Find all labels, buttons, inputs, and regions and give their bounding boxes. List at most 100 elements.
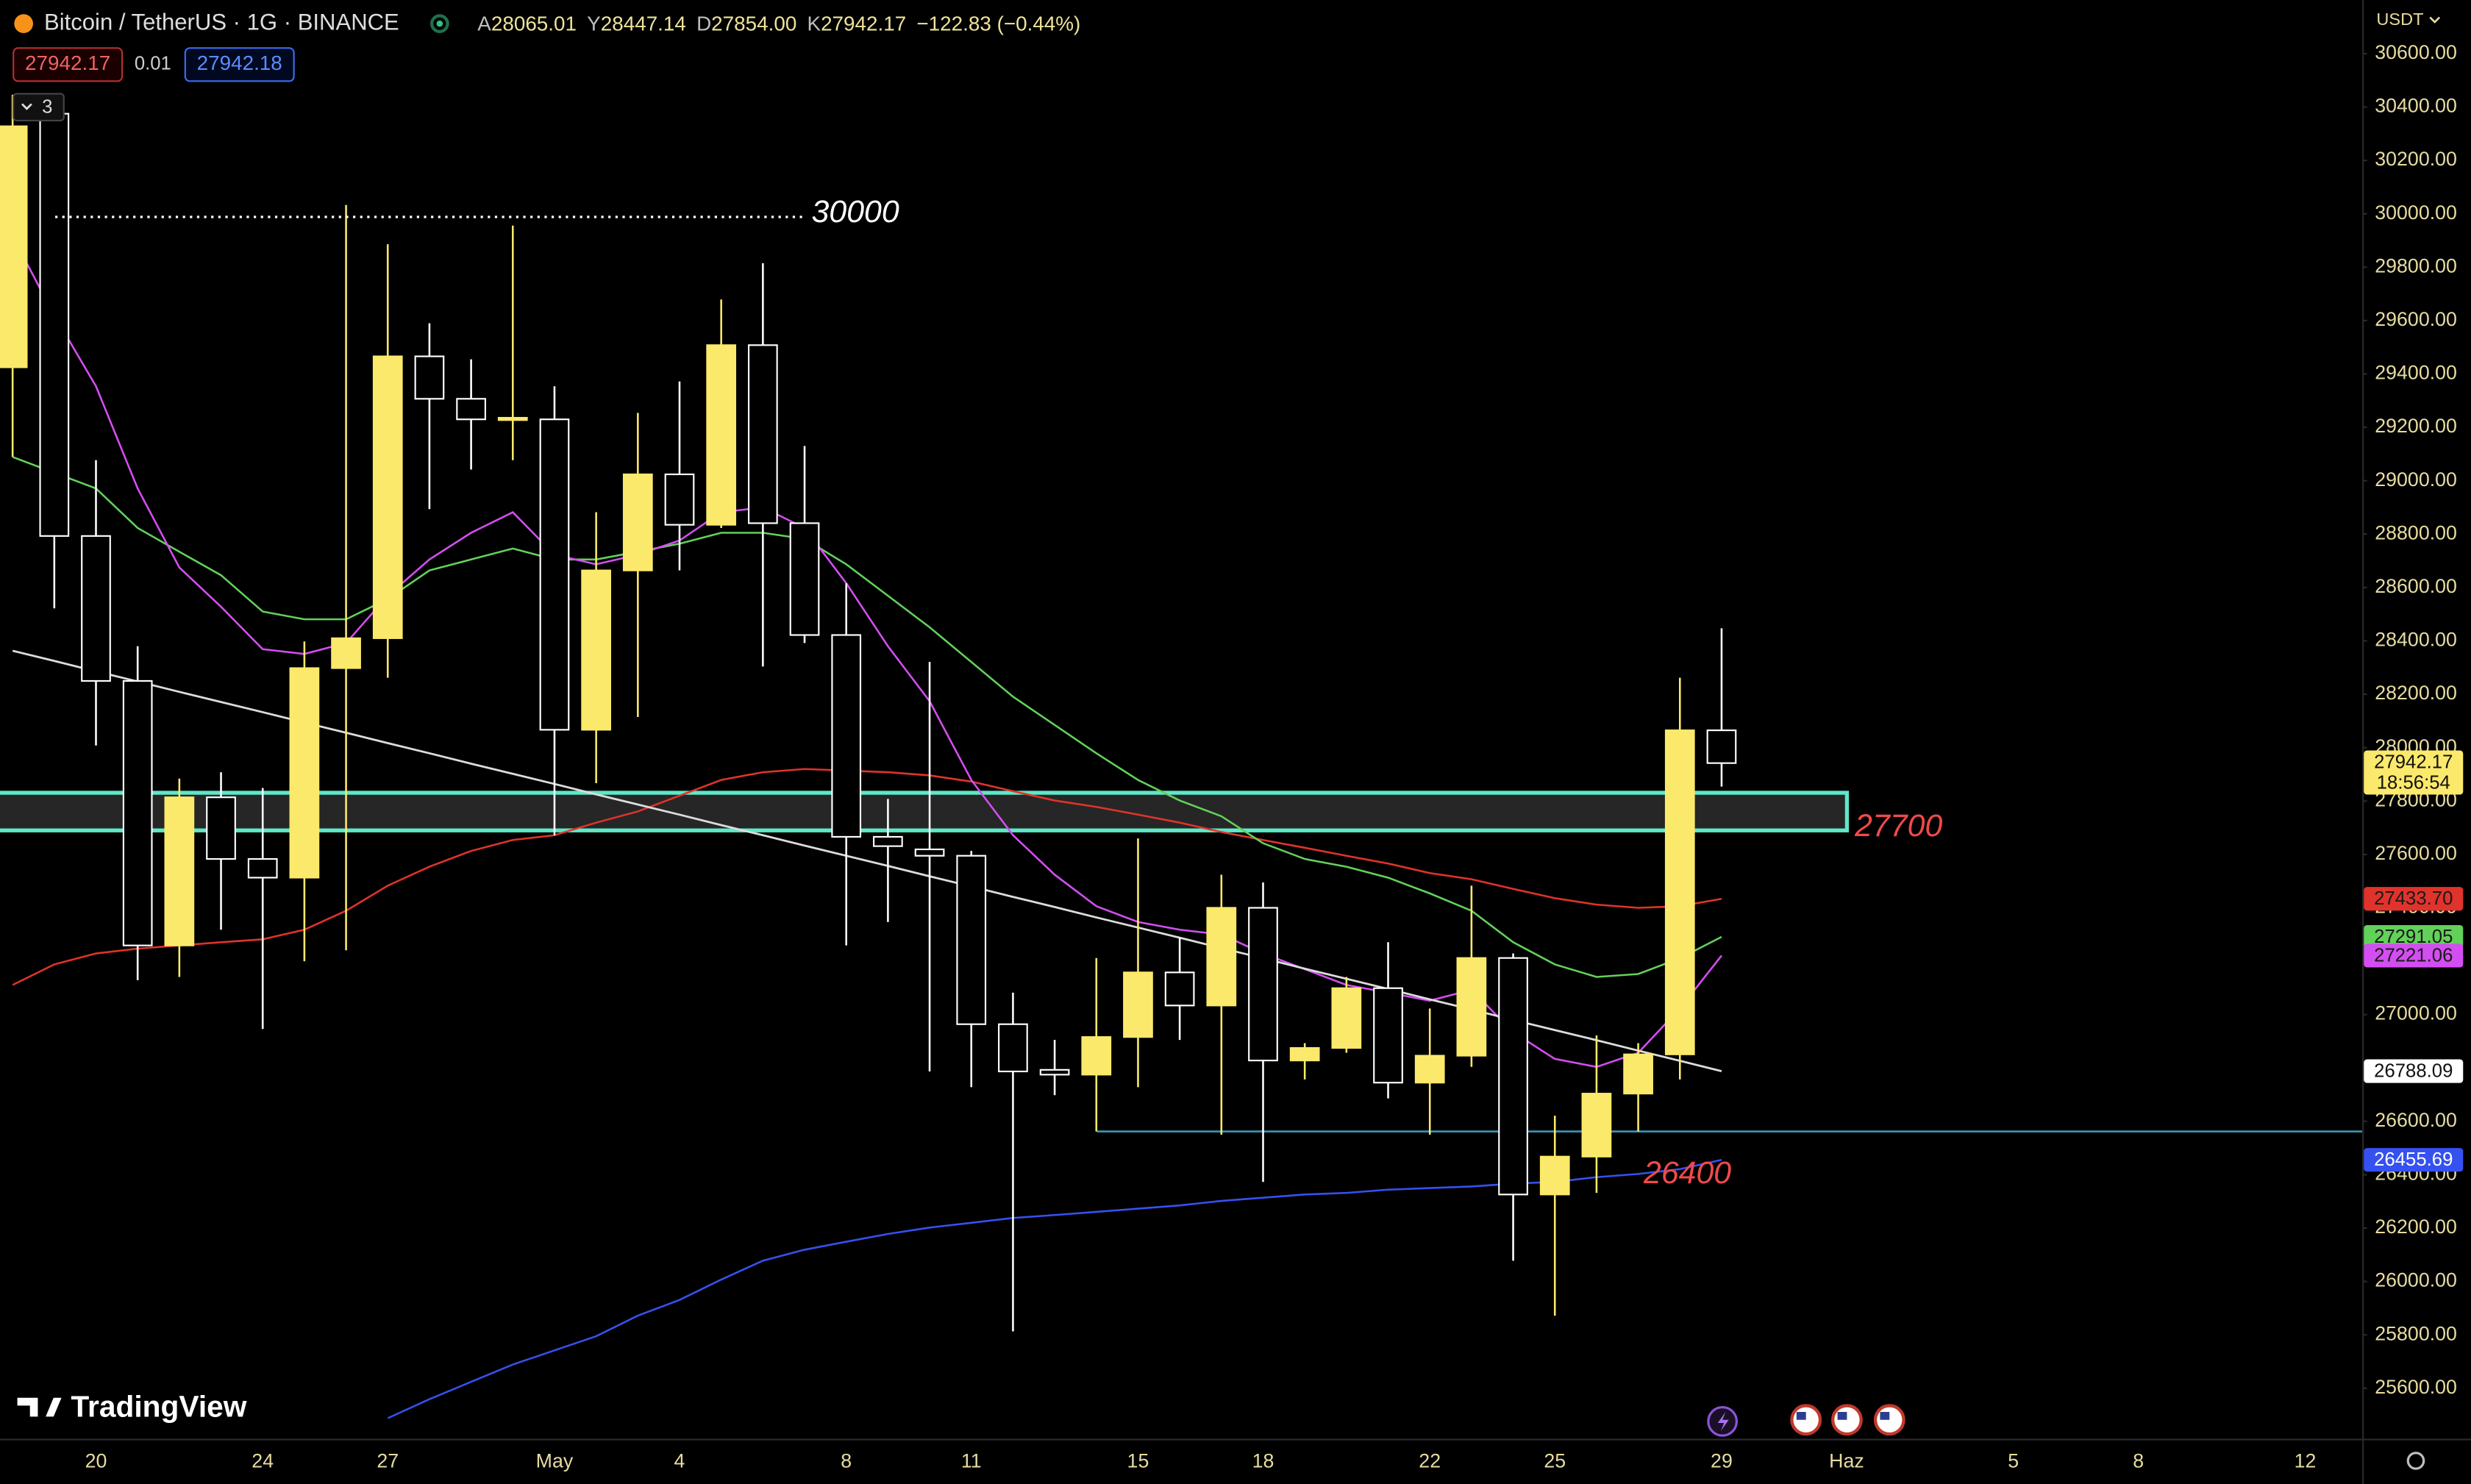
candle-body bbox=[164, 796, 195, 946]
y-tick-label: 29600.00 bbox=[2375, 308, 2457, 330]
indicators-count: 3 bbox=[42, 97, 52, 118]
candle-body bbox=[1539, 1155, 1570, 1196]
buy-button[interactable] bbox=[184, 47, 295, 82]
y-tick-label: 30600.00 bbox=[2375, 41, 2457, 63]
logo-mark bbox=[17, 1397, 62, 1417]
x-tick-label: 8 bbox=[2133, 1450, 2144, 1472]
candle-body bbox=[622, 473, 653, 571]
spread: 0.01 bbox=[135, 54, 171, 74]
candle-body bbox=[39, 113, 70, 537]
y-tick-label: 28400.00 bbox=[2375, 629, 2457, 651]
y-tick-label: 27600.00 bbox=[2375, 842, 2457, 864]
candle-body bbox=[1331, 987, 1362, 1049]
ohlc-value: 28065.01 bbox=[491, 13, 577, 35]
candle-body bbox=[331, 637, 361, 669]
x-tick-label: 5 bbox=[2008, 1450, 2019, 1472]
candle-body bbox=[1206, 907, 1237, 1007]
ma-badge-label: 26455.69 bbox=[2374, 1149, 2453, 1170]
y-tick-label: 29200.00 bbox=[2375, 415, 2457, 437]
x-tick-label: 24 bbox=[252, 1450, 274, 1472]
candle-body bbox=[372, 355, 403, 639]
candle-body bbox=[0, 125, 28, 368]
candle-body bbox=[1248, 907, 1278, 1062]
note-label: 26400 bbox=[1643, 1155, 1731, 1191]
y-tick-label: 27000.00 bbox=[2375, 1002, 2457, 1024]
ma-badge-label: 27291.05 bbox=[2374, 927, 2453, 947]
settings-icon[interactable] bbox=[2406, 1452, 2425, 1470]
candle-body bbox=[1039, 1069, 1070, 1076]
candle-body bbox=[1664, 729, 1695, 1055]
countdown-label: 18:56:54 bbox=[2377, 772, 2450, 793]
ohlc-key: Y bbox=[587, 13, 601, 35]
moving-average bbox=[12, 768, 1722, 986]
logo-text[interactable]: TradingView bbox=[71, 1389, 246, 1423]
moving-average bbox=[12, 235, 1722, 1069]
note-label: 27700 bbox=[1854, 808, 1942, 843]
candle-body bbox=[1623, 1053, 1653, 1095]
y-tick-label: 25600.00 bbox=[2375, 1376, 2457, 1398]
symbol-icon bbox=[14, 14, 33, 34]
x-tick-label: 12 bbox=[2294, 1450, 2317, 1472]
x-tick-label: 25 bbox=[1544, 1450, 1566, 1472]
x-tick-label: May bbox=[536, 1450, 574, 1472]
economic-events bbox=[1790, 1404, 1905, 1436]
lightning-icon bbox=[1717, 1412, 1729, 1431]
candle-body bbox=[1081, 1036, 1112, 1076]
y-tick-label: 30400.00 bbox=[2375, 95, 2457, 117]
candle-body bbox=[1581, 1093, 1612, 1157]
candle-body bbox=[247, 857, 278, 879]
candle-body bbox=[1414, 1055, 1445, 1084]
candle-body bbox=[497, 416, 528, 421]
x-tick-label: Haz bbox=[1829, 1450, 1864, 1472]
candle-body bbox=[831, 634, 862, 838]
candle-body bbox=[1706, 729, 1737, 764]
y-tick-label: 26000.00 bbox=[2375, 1269, 2457, 1291]
candle-body bbox=[706, 344, 737, 526]
symbol-title[interactable]: Bitcoin / TetherUS · 1G · BINANCE bbox=[44, 9, 399, 35]
flag-canton bbox=[1796, 1412, 1806, 1420]
candle-body bbox=[664, 473, 695, 526]
buy-price: 27942.18 bbox=[197, 51, 282, 74]
x-tick-label: 29 bbox=[1711, 1450, 1733, 1472]
candle-body bbox=[81, 535, 111, 682]
market-status bbox=[430, 14, 449, 34]
x-tick-label: 22 bbox=[1419, 1450, 1441, 1472]
moving-average bbox=[12, 456, 1722, 978]
candle-body bbox=[873, 835, 903, 847]
candle-body bbox=[789, 522, 820, 636]
flag-icon[interactable] bbox=[1831, 1404, 1863, 1436]
x-tick-label: 4 bbox=[674, 1450, 685, 1472]
candle-body bbox=[914, 848, 945, 857]
last-price-badge bbox=[2364, 750, 2464, 795]
candle-body bbox=[289, 667, 320, 879]
ohlc-key: A bbox=[477, 13, 491, 35]
y-tick-label: 26600.00 bbox=[2375, 1109, 2457, 1131]
chevron-icon bbox=[2429, 16, 2441, 24]
candle-body bbox=[206, 796, 236, 860]
indicators-toggle[interactable] bbox=[13, 93, 65, 122]
ohlc-key: K bbox=[807, 13, 821, 35]
candle-body bbox=[456, 398, 486, 421]
x-tick-label: 8 bbox=[841, 1450, 852, 1472]
ohlc-value: 27942.17 bbox=[821, 13, 906, 35]
last-price-label: 27942.17 bbox=[2374, 752, 2453, 772]
ma-badge-label: 27433.70 bbox=[2374, 888, 2453, 909]
y-tick-label: 28200.00 bbox=[2375, 682, 2457, 704]
market-status-dot bbox=[436, 20, 443, 27]
candle-body bbox=[1123, 971, 1153, 1038]
trend-badge-label: 26788.09 bbox=[2374, 1060, 2453, 1081]
currency-selector[interactable]: USDT bbox=[2376, 10, 2423, 29]
y-tick-label: 28800.00 bbox=[2375, 521, 2457, 543]
candle-body bbox=[1164, 971, 1195, 1007]
ohlc-values: A28065.01 Y28447.14 D27854.00 K27942.17 … bbox=[477, 13, 1080, 35]
ma-badge bbox=[2364, 1148, 2464, 1172]
x-tick-label: 20 bbox=[85, 1450, 107, 1472]
ma-badge bbox=[2364, 887, 2464, 911]
price-zone bbox=[0, 791, 1850, 832]
sell-button[interactable] bbox=[13, 47, 124, 82]
flag-canton bbox=[1880, 1412, 1890, 1420]
flag-canton bbox=[1837, 1412, 1847, 1420]
ma-badge bbox=[2364, 943, 2464, 968]
